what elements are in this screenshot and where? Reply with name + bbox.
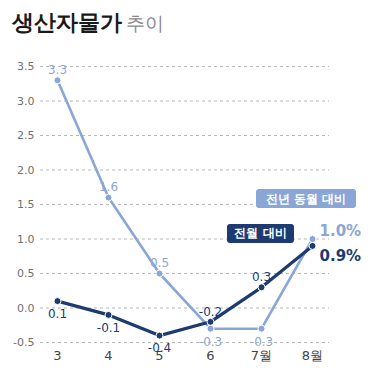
- svg-text:0.5: 0.5: [150, 256, 169, 270]
- svg-text:2.5: 2.5: [17, 129, 35, 142]
- svg-text:4: 4: [104, 348, 112, 363]
- svg-text:0.5: 0.5: [17, 267, 35, 280]
- svg-text:0.1: 0.1: [48, 307, 67, 321]
- svg-text:-0.5: -0.5: [13, 336, 34, 349]
- svg-text:3.3: 3.3: [48, 63, 67, 77]
- svg-text:8월: 8월: [302, 348, 323, 363]
- svg-text:1.0%: 1.0%: [320, 222, 362, 240]
- svg-text:2.0: 2.0: [17, 164, 35, 177]
- svg-text:전년 동월 대비: 전년 동월 대비: [266, 192, 346, 206]
- svg-text:7월: 7월: [251, 348, 272, 363]
- svg-text:-0.2: -0.2: [199, 305, 222, 319]
- svg-text:3.0: 3.0: [17, 95, 35, 108]
- svg-text:0.0: 0.0: [17, 302, 35, 315]
- html-text:생산자물가 추이: 생산자물가 추이: [12, 10, 164, 35]
- svg-text:-0.3: -0.3: [250, 335, 273, 349]
- svg-text:1.0: 1.0: [17, 233, 35, 246]
- svg-text:-0.1: -0.1: [97, 321, 120, 335]
- svg-text:1.5: 1.5: [17, 198, 35, 211]
- svg-text:3.5: 3.5: [17, 60, 35, 73]
- svg-text:6: 6: [206, 348, 214, 363]
- svg-text:-0.3: -0.3: [199, 335, 222, 349]
- svg-text:0.3: 0.3: [252, 270, 271, 284]
- svg-text:1.6: 1.6: [99, 180, 118, 194]
- svg-text:3: 3: [53, 348, 61, 363]
- svg-text:전월 대비: 전월 대비: [234, 226, 286, 240]
- svg-text:-0.4: -0.4: [148, 341, 171, 355]
- svg-text:0.9%: 0.9%: [320, 247, 362, 265]
